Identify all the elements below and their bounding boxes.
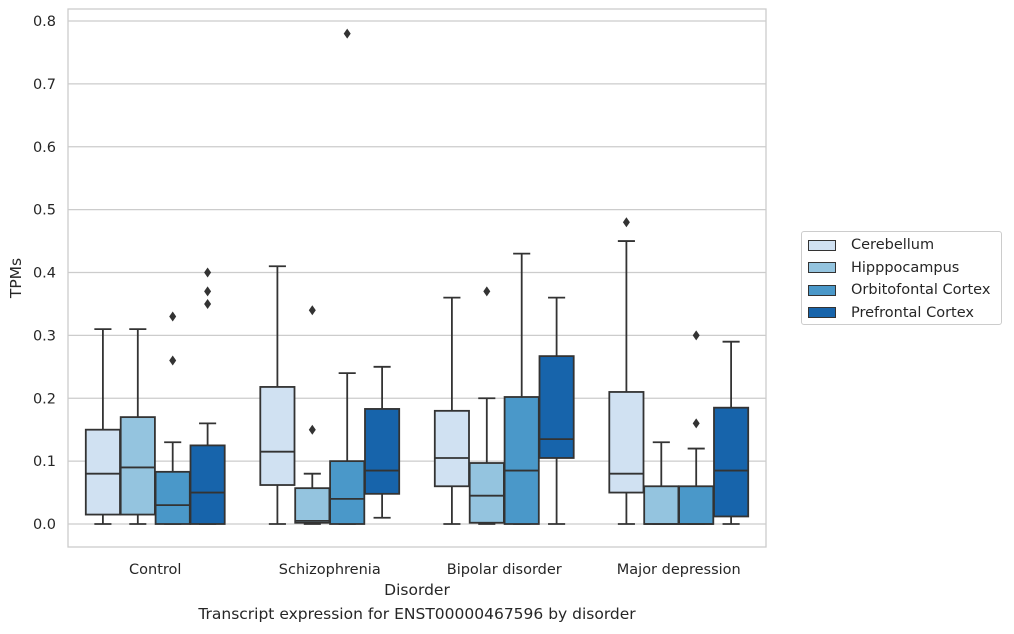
y-tick-label: 0.0	[33, 517, 56, 533]
box-element	[259, 265, 296, 525]
y-tick-label: 0.2	[33, 391, 56, 407]
box-element	[84, 328, 121, 525]
box-body	[259, 386, 296, 486]
x-axis-label: Disorder	[384, 581, 450, 599]
box-body	[364, 408, 401, 495]
x-tick-label: Bipolar disorder	[447, 562, 562, 578]
x-tick-label: Major depression	[617, 562, 741, 578]
box-element	[189, 267, 226, 525]
plot-frame	[67, 8, 767, 548]
y-tick-label: 0.8	[33, 14, 56, 30]
y-tick-label: 0.4	[33, 266, 56, 282]
outlier-point	[308, 305, 316, 316]
box-element	[154, 311, 191, 525]
legend: Cerebellum Hipppocampus Orbitofontal Corte…	[801, 231, 1002, 325]
box-body	[468, 462, 505, 524]
box-element	[294, 305, 331, 525]
boxplot-chart: 0.0 0.1 0.2 0.3 0.4 0.5 0.6 0.7 0.8 Control Schizo…	[7, 8, 767, 599]
box-body	[433, 409, 470, 488]
outlier-point	[692, 418, 700, 429]
box-body	[608, 391, 645, 494]
legend-item: Cerebellum	[808, 234, 934, 256]
box-element	[503, 252, 540, 525]
box-body	[84, 428, 121, 516]
box-body	[503, 396, 540, 525]
box-element	[433, 296, 470, 525]
box-element	[643, 441, 680, 525]
outlier-point	[204, 286, 212, 297]
y-tick-label: 0.1	[33, 454, 56, 470]
gridlines	[68, 20, 766, 525]
legend-item: Orbitofontal Cortex	[808, 279, 990, 301]
legend-label: Hipppocampus	[851, 259, 960, 276]
legend-item: Hipppocampus	[808, 257, 959, 279]
series-orbitofontal-cortex	[154, 28, 715, 525]
outlier-point	[169, 311, 177, 322]
outlier-point	[169, 355, 177, 366]
outlier-point	[622, 217, 630, 228]
box-element	[538, 296, 575, 525]
series-cerebellum	[84, 217, 645, 525]
axis-ticks: 0.0 0.1 0.2 0.3 0.4 0.5 0.6 0.7 0.8 Control Schizo…	[33, 14, 741, 578]
y-axis-label: TPMs	[7, 258, 25, 299]
box-element	[608, 217, 645, 525]
y-tick-label: 0.5	[33, 203, 56, 219]
box-body	[189, 444, 226, 525]
outlier-point	[343, 28, 351, 39]
y-tick-label: 0.7	[33, 77, 56, 93]
legend-swatch	[808, 262, 836, 273]
box-element	[329, 28, 366, 525]
box-body	[119, 416, 156, 516]
outlier-point	[204, 298, 212, 309]
series-prefrontal-cortex	[189, 267, 750, 525]
series-hipppocampus	[119, 286, 680, 525]
box-body	[329, 460, 366, 525]
legend-label: Cerebellum	[851, 237, 935, 253]
y-tick-label: 0.6	[33, 140, 56, 156]
box-body	[643, 485, 680, 525]
box-body	[713, 406, 750, 518]
legend-swatch	[808, 284, 836, 296]
legend-swatch	[808, 239, 836, 251]
figure-caption: Transcript expression for ENST0000046759…	[198, 605, 636, 623]
outlier-point	[204, 267, 212, 278]
box-element	[713, 340, 750, 525]
box-body	[294, 487, 331, 524]
box-body	[678, 485, 715, 525]
legend-swatch	[808, 307, 836, 318]
legend-label: Orbitofontal Cortex	[851, 282, 991, 298]
outlier-point	[308, 424, 316, 435]
box-series	[84, 28, 750, 525]
x-tick-label: Schizophrenia	[279, 562, 381, 578]
y-tick-label: 0.3	[33, 328, 56, 344]
box-element	[364, 365, 401, 519]
outlier-point	[692, 330, 700, 341]
box-element	[119, 328, 156, 525]
x-tick-label: Control	[129, 562, 181, 578]
box-body	[538, 355, 575, 459]
legend-item: Prefrontal Cortex	[808, 302, 974, 324]
box-element	[468, 286, 505, 525]
legend-label: Prefrontal Cortex	[851, 304, 974, 321]
box-element	[678, 330, 715, 525]
outlier-point	[483, 286, 491, 297]
box-body	[154, 470, 191, 525]
